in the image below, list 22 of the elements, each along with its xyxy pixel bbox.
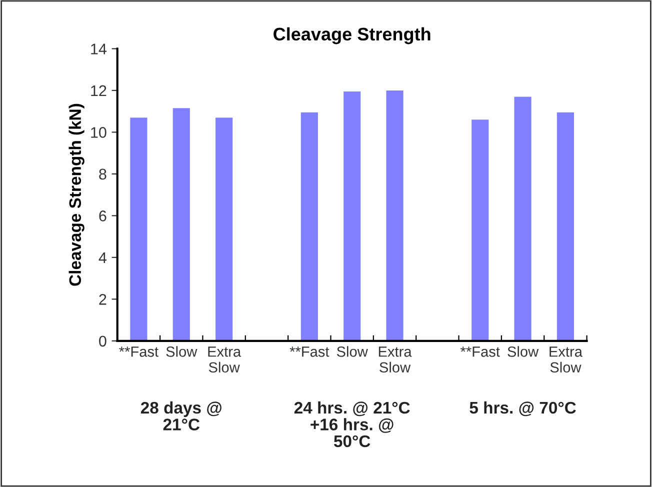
x-tick-label: **Fast [290, 346, 330, 357]
x-tick-label: Slow [336, 346, 368, 357]
text: 24 hrs. @ 21°C +16 hrs. @ 50°C [294, 401, 410, 448]
x-tick-label: Slow [508, 346, 539, 357]
x-tick-label: Extra Slow [550, 346, 582, 373]
y-tick-label: 6 [99, 210, 106, 222]
x-tick-label: Extra Slow [378, 346, 412, 373]
text: 28 days @ 21°C [140, 401, 222, 430]
y-tick-label: 10 [91, 127, 106, 138]
y-tick-label: 4 [98, 252, 106, 263]
x-tick-label: **Fast [460, 346, 500, 357]
y-tick-label: 12 [91, 85, 106, 96]
y-tick-label: 8 [99, 168, 106, 180]
x-tick-label: Extra Slow [208, 346, 242, 373]
chart-title: Cleavage Strength [274, 27, 430, 44]
y-tick-label: 0 [99, 336, 106, 347]
x-tick-label: **Fast [119, 346, 158, 357]
y-tick-label: 14 [91, 44, 106, 54]
text: 5 hrs. @ 70°C [470, 401, 576, 416]
y-axis-title: Cleavage Strength (kN) [68, 104, 84, 286]
x-tick-label: Slow [166, 346, 198, 357]
y-tick-label: 2 [99, 294, 106, 305]
